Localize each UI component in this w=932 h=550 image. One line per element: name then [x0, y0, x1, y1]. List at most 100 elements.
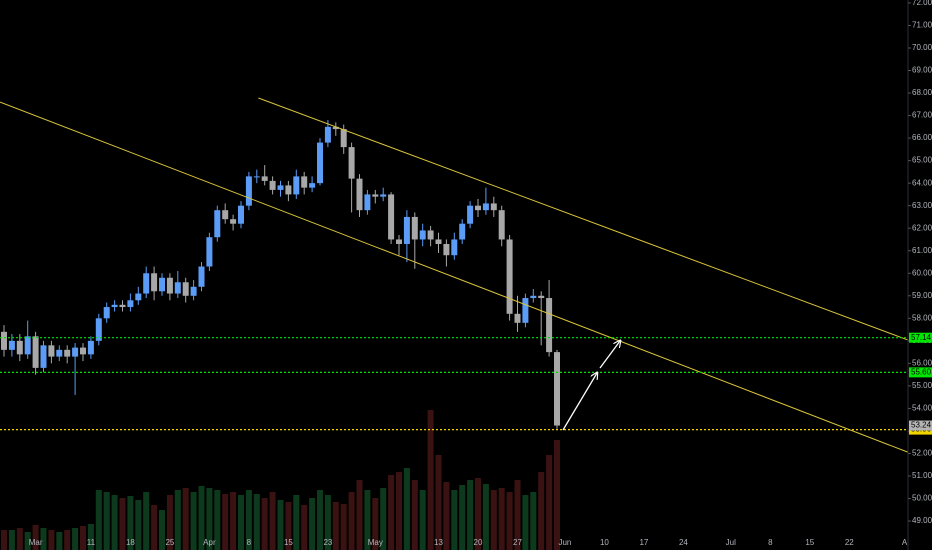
- volume-layer: [1, 410, 560, 550]
- volume-bar: [546, 455, 553, 550]
- volume-bar: [72, 528, 79, 550]
- candle-body: [238, 205, 244, 224]
- volume-bar: [198, 486, 205, 550]
- volume-bar: [95, 490, 102, 550]
- volume-bar: [522, 495, 529, 550]
- y-tick-label: 68.00: [912, 88, 932, 97]
- y-tick-label: 58.00: [912, 313, 932, 322]
- volume-bar: [16, 528, 23, 550]
- y-tick-label: 62.00: [912, 223, 932, 232]
- y-tick-label: 52.00: [912, 449, 932, 458]
- candle-body: [166, 277, 173, 294]
- volume-bar: [206, 488, 213, 550]
- level-label: 55.60: [911, 367, 932, 376]
- price-layer: [0, 97, 908, 453]
- x-tick-label: 25: [165, 538, 174, 547]
- candle-body: [198, 266, 205, 287]
- candle-body: [427, 230, 434, 240]
- candle-body: [143, 273, 150, 294]
- candle-body: [103, 307, 110, 319]
- volume-bar: [48, 530, 55, 550]
- volume-bar: [506, 492, 513, 550]
- candle-body: [230, 219, 237, 224]
- x-tick-label: 15: [284, 538, 293, 547]
- candle-body: [127, 300, 134, 308]
- candle-body: [32, 336, 39, 368]
- x-tick-label: Mar: [29, 538, 43, 547]
- candle-body: [443, 243, 450, 256]
- candle-body: [159, 277, 165, 292]
- candle-body: [324, 126, 331, 143]
- candle-body: [332, 126, 339, 130]
- volume-bar: [40, 528, 47, 550]
- y-tick-label: 69.00: [912, 66, 932, 75]
- y-tick-label: 64.00: [912, 178, 932, 187]
- volume-bar: [459, 485, 466, 550]
- y-tick-label: 63.00: [912, 201, 932, 210]
- volume-bar: [301, 505, 308, 550]
- candle-body: [182, 282, 189, 296]
- volume-bar: [554, 440, 560, 550]
- x-tick-label: 8: [247, 538, 252, 547]
- volume-bar: [451, 490, 458, 550]
- volume-bar: [166, 495, 173, 550]
- volume-bar: [530, 492, 537, 550]
- volume-bar: [24, 532, 31, 550]
- y-tick-label: 66.00: [912, 133, 932, 142]
- volume-bar: [348, 492, 355, 550]
- volume-bar: [324, 495, 331, 550]
- volume-bar: [64, 530, 71, 550]
- volume-bar: [388, 475, 395, 550]
- volume-bar: [253, 494, 260, 550]
- candle-body: [206, 237, 213, 267]
- candle-body: [269, 180, 276, 190]
- y-tick-label: 61.00: [912, 246, 932, 255]
- volume-bar: [372, 498, 379, 550]
- volume-bar: [340, 504, 347, 550]
- candle-body: [340, 129, 347, 148]
- x-tick-label: 22: [845, 538, 854, 547]
- y-tick-label: 67.00: [912, 111, 932, 120]
- candle-body: [309, 183, 316, 188]
- x-tick-label: May: [368, 538, 383, 547]
- candle-body: [506, 239, 513, 314]
- volume-bar: [151, 505, 158, 550]
- candle-body: [317, 142, 323, 184]
- candle-body: [135, 293, 142, 301]
- candle-body: [190, 286, 197, 296]
- volume-bar: [182, 488, 189, 550]
- volume-bar: [277, 500, 284, 550]
- volume-bar: [8, 530, 15, 550]
- volume-bar: [482, 484, 489, 550]
- candle-body: [293, 176, 300, 195]
- last-price-label: 53.24: [911, 421, 932, 430]
- x-tick-label: 17: [639, 538, 648, 547]
- x-tick-label: 20: [474, 538, 483, 547]
- volume-bar: [317, 490, 323, 550]
- x-tick-label: 15: [805, 538, 814, 547]
- volume-bar: [356, 480, 363, 550]
- candle-body: [222, 210, 229, 220]
- volume-bar: [403, 468, 410, 550]
- x-tick-label: Jun: [558, 538, 571, 547]
- candle-body: [119, 304, 126, 308]
- volume-bar: [230, 492, 237, 550]
- candle-body: [301, 176, 308, 188]
- level-label-box: [909, 332, 932, 343]
- volume-bar: [143, 492, 150, 550]
- candle-body: [87, 340, 94, 355]
- y-tick-label: 60.00: [912, 268, 932, 277]
- candle-body: [396, 239, 402, 244]
- candle-body: [356, 178, 363, 211]
- x-tick-label: 18: [126, 538, 135, 547]
- volume-bar: [380, 488, 387, 550]
- candle-body: [1, 331, 7, 350]
- volume-bar: [111, 495, 118, 550]
- candle-body: [111, 304, 118, 308]
- volume-bar: [309, 498, 316, 550]
- x-tick-label: 23: [323, 538, 332, 547]
- candle-body: [435, 239, 442, 244]
- candle-body: [64, 349, 71, 357]
- volume-bar: [475, 478, 481, 550]
